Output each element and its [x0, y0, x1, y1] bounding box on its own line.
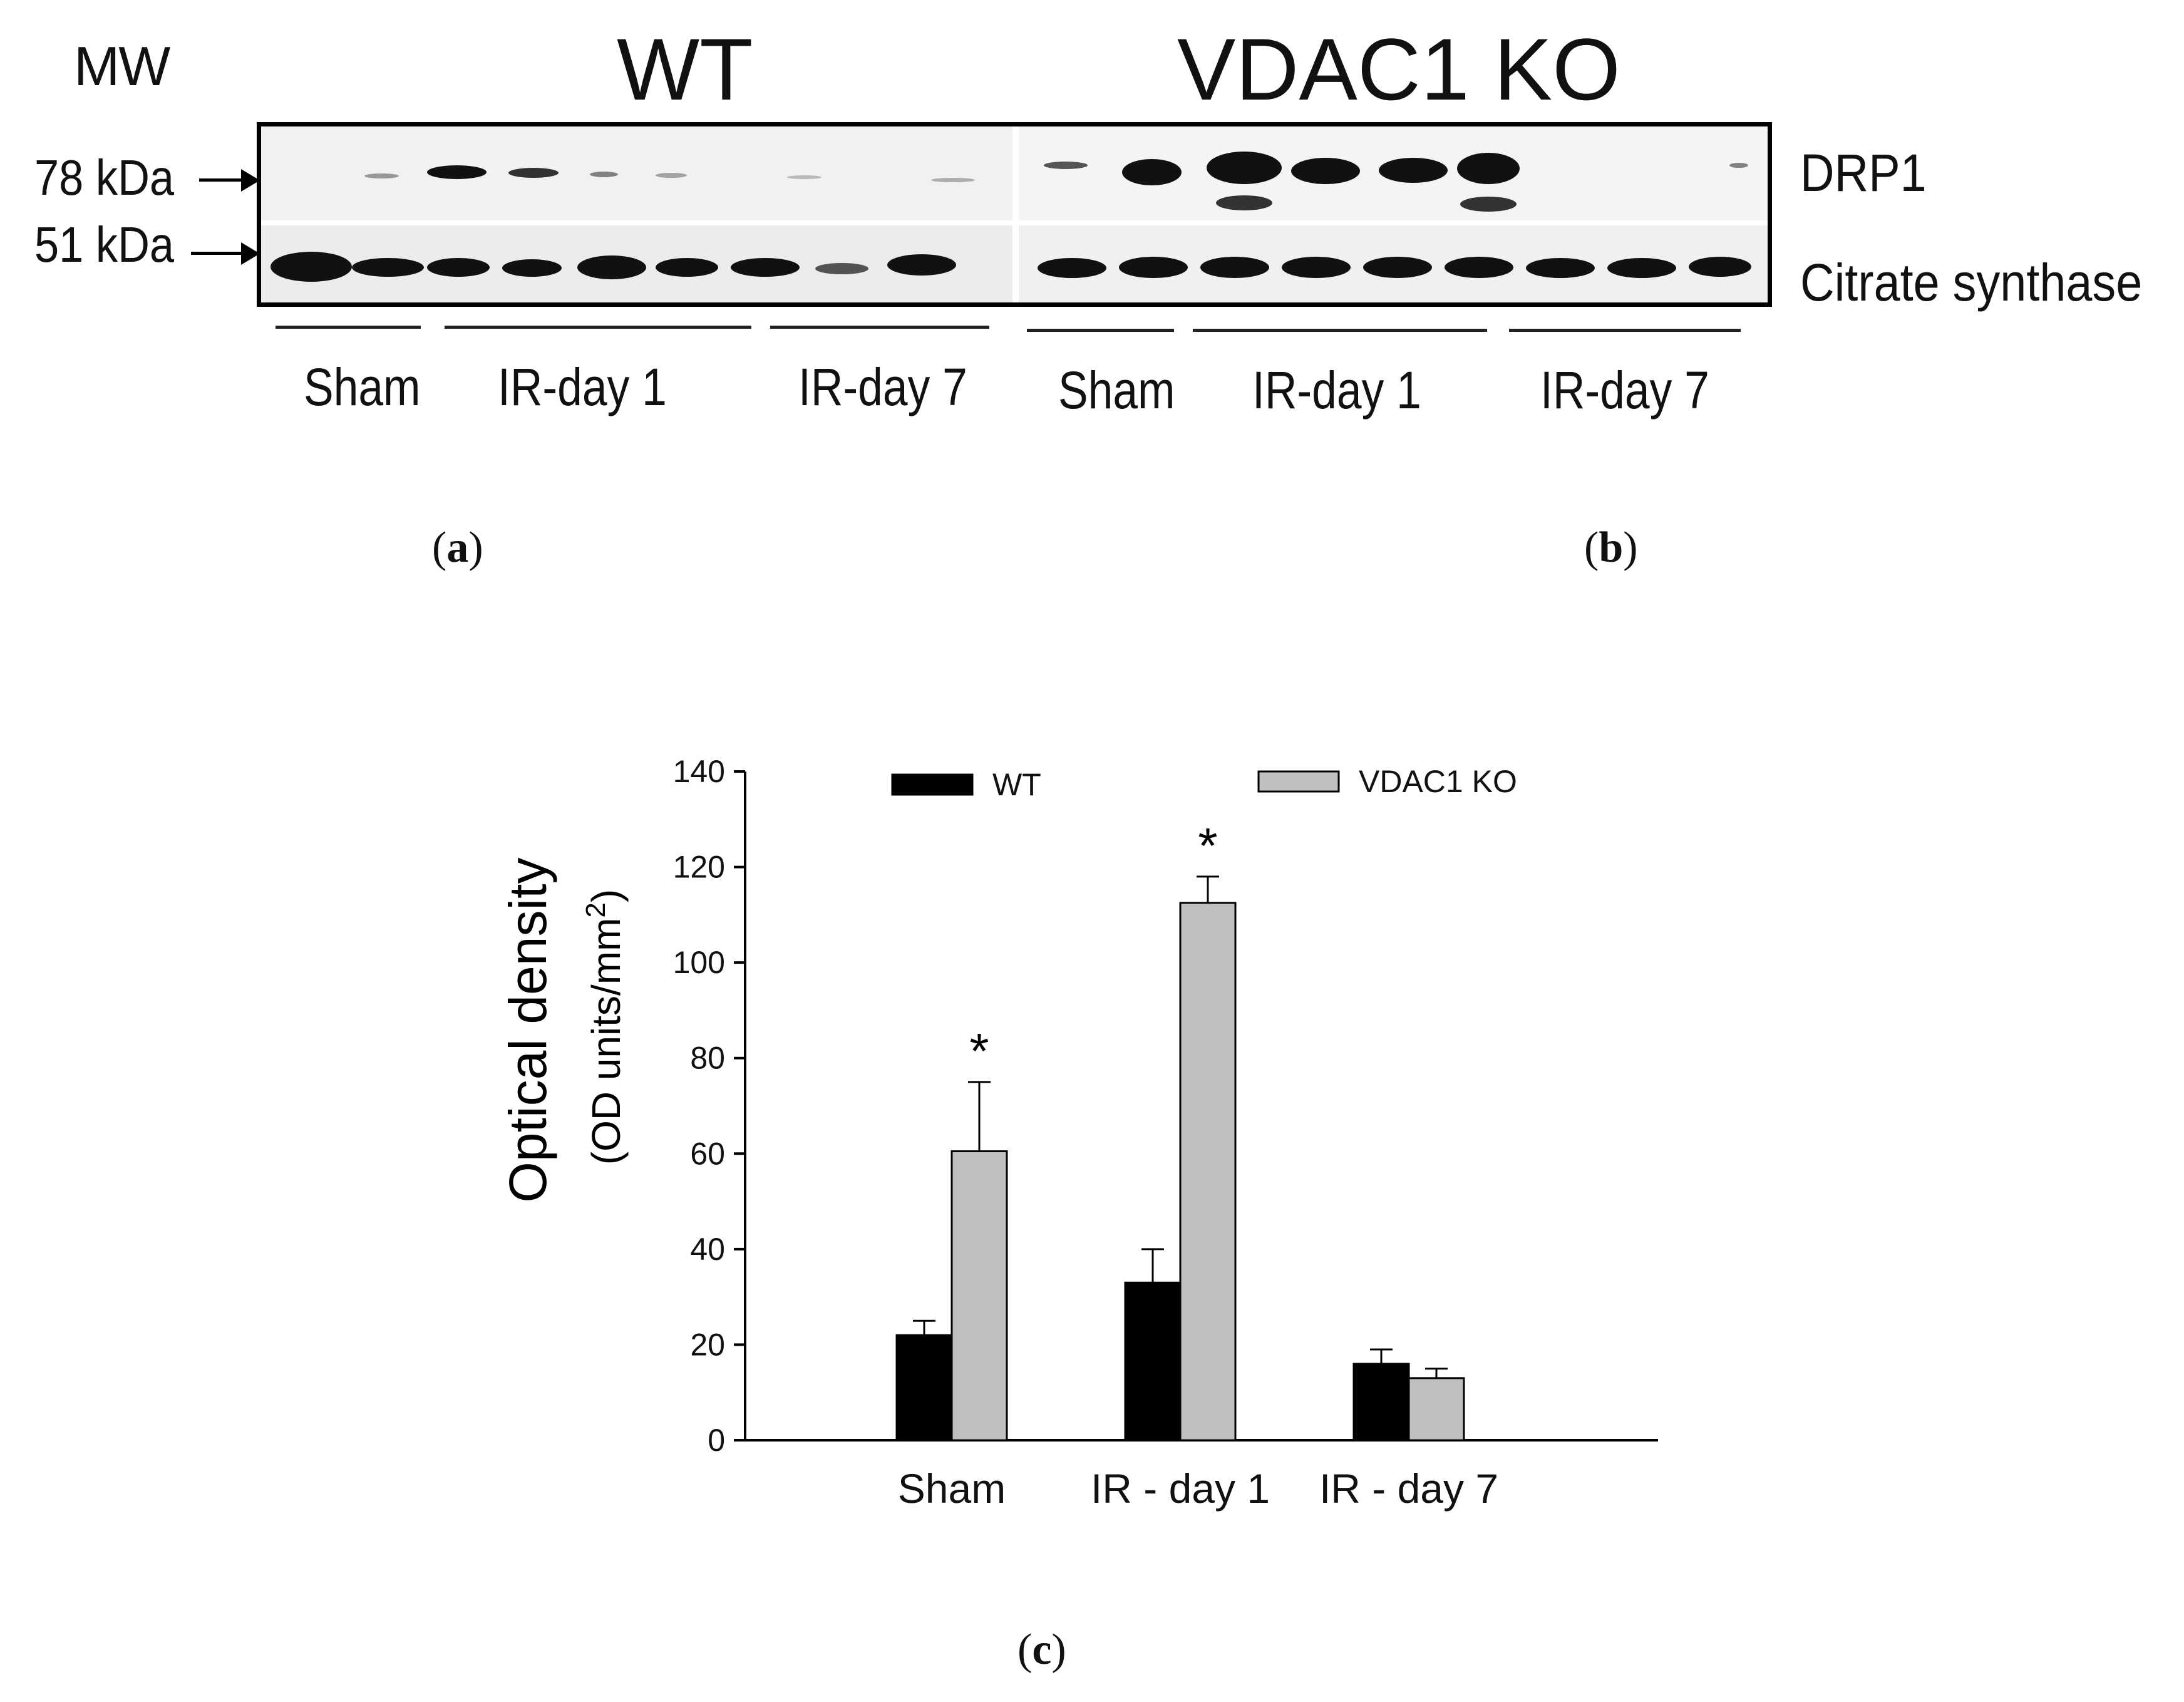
band: [427, 258, 490, 277]
bar: [895, 1334, 953, 1442]
y-axis-units-text: (OD units/mm: [584, 918, 629, 1165]
legend-label: WT: [992, 767, 1041, 802]
band: [1689, 257, 1751, 277]
x-tick-label: Sham: [898, 1465, 1006, 1512]
legend-swatch: [891, 773, 974, 796]
band: [1122, 159, 1182, 185]
y-tick-label: 0: [708, 1423, 725, 1458]
group-label-wt-ir-day7: IR-day 7: [798, 358, 967, 416]
band: [427, 165, 487, 179]
band: [1282, 257, 1351, 278]
group-underline: [445, 326, 751, 329]
band: [931, 178, 975, 182]
legend-label: VDAC1 KO: [1359, 764, 1517, 799]
group-label-ko-sham: Sham: [1058, 361, 1175, 420]
band: [270, 252, 352, 282]
band: [1038, 258, 1106, 278]
y-tick-label: 40: [690, 1232, 725, 1267]
band: [502, 259, 562, 277]
group-underline: [1027, 329, 1174, 332]
band: [508, 168, 559, 178]
band: [656, 173, 687, 178]
y-tick-label: 60: [690, 1136, 725, 1171]
band: [1460, 197, 1517, 212]
western-blot-image: [257, 122, 1772, 307]
group-underline: [276, 326, 421, 329]
significance-marker: *: [1198, 818, 1217, 874]
band: [590, 172, 618, 177]
marker-51-arrow: [191, 252, 244, 255]
band: [731, 258, 800, 277]
bar: [1352, 1363, 1410, 1442]
bar: [1179, 902, 1237, 1442]
band: [1607, 258, 1676, 278]
band: [1379, 158, 1448, 183]
caption-c: (c): [1017, 1626, 1066, 1674]
y-axis-units-close: ): [584, 889, 629, 902]
bar: [1124, 1281, 1182, 1442]
group-underline: [1193, 329, 1487, 332]
group-label-ko-ir-day1: IR-day 1: [1252, 361, 1421, 420]
group-underline: [1509, 329, 1741, 332]
caption-b-letter: b: [1599, 523, 1624, 572]
band: [887, 254, 956, 276]
group-underline: [770, 326, 989, 329]
marker-78-label: 78 kDa: [34, 150, 175, 205]
band: [1526, 258, 1595, 278]
caption-b: (b): [1584, 523, 1638, 572]
caption-c-letter: c: [1032, 1626, 1052, 1674]
x-tick-label: IR - day 1: [1091, 1465, 1270, 1512]
ko-title: VDAC1 KO: [1177, 20, 1620, 118]
row-label-citrate-synthase: Citrate synthase: [1800, 253, 2143, 312]
band: [656, 258, 718, 277]
y-tick-label: 80: [690, 1041, 725, 1076]
legend-swatch: [1257, 770, 1340, 793]
marker-51-label: 51 kDa: [34, 217, 175, 272]
y-axis-label: Optical density: [498, 858, 557, 1203]
band: [364, 173, 399, 178]
caption-a-letter: a: [446, 523, 469, 572]
band: [1216, 195, 1272, 210]
marker-78-arrow: [199, 178, 246, 182]
y-axis-units-sup: 2: [580, 902, 611, 917]
bar: [1408, 1377, 1465, 1442]
y-tick-label: 140: [673, 754, 725, 789]
band: [1200, 257, 1269, 278]
bar: [950, 1150, 1008, 1442]
wt-title: WT: [617, 20, 753, 118]
band: [1291, 158, 1360, 184]
band: [352, 258, 424, 277]
band: [1119, 257, 1188, 278]
y-tick-label: 100: [673, 945, 725, 980]
caption-a: (a): [432, 523, 483, 572]
band: [577, 255, 646, 279]
y-tick-label: 120: [673, 850, 725, 885]
band: [1729, 163, 1748, 168]
band: [815, 263, 868, 274]
band: [787, 175, 822, 179]
y-tick-label: 20: [690, 1327, 725, 1362]
group-label-wt-sham: Sham: [304, 358, 421, 416]
band: [1457, 153, 1520, 184]
row-label-drp1: DRP1: [1800, 143, 1927, 202]
x-tick-label: IR - day 7: [1319, 1465, 1498, 1512]
band: [1207, 152, 1282, 184]
band: [1445, 257, 1513, 278]
band: [1363, 257, 1432, 278]
group-label-wt-ir-day1: IR-day 1: [498, 358, 667, 416]
significance-marker: *: [969, 1023, 989, 1079]
y-axis-label-units: (OD units/mm2): [580, 889, 629, 1165]
band: [1044, 162, 1088, 169]
mw-label: MW: [74, 35, 170, 97]
group-label-ko-ir-day7: IR-day 7: [1540, 361, 1709, 420]
